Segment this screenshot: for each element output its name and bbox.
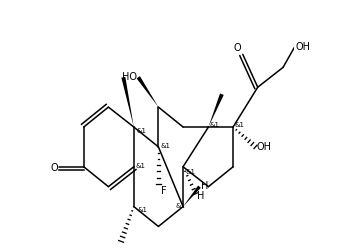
Text: &1: &1 [137, 206, 148, 212]
Polygon shape [136, 77, 158, 108]
Text: &1: &1 [161, 142, 171, 148]
Text: O: O [50, 162, 58, 172]
Text: H: H [201, 181, 208, 191]
Polygon shape [183, 186, 201, 207]
Text: &1: &1 [136, 162, 146, 168]
Text: O: O [234, 43, 242, 53]
Text: F: F [161, 185, 166, 195]
Text: OH: OH [296, 42, 311, 52]
Text: OH: OH [257, 141, 272, 151]
Text: &1: &1 [210, 122, 220, 128]
Text: &1: &1 [176, 203, 185, 208]
Text: HO: HO [122, 72, 137, 82]
Text: &1: &1 [185, 168, 195, 174]
Text: H: H [197, 190, 204, 200]
Polygon shape [209, 94, 224, 128]
Text: &1: &1 [137, 127, 147, 133]
Polygon shape [121, 78, 134, 128]
Text: &1: &1 [234, 122, 244, 128]
